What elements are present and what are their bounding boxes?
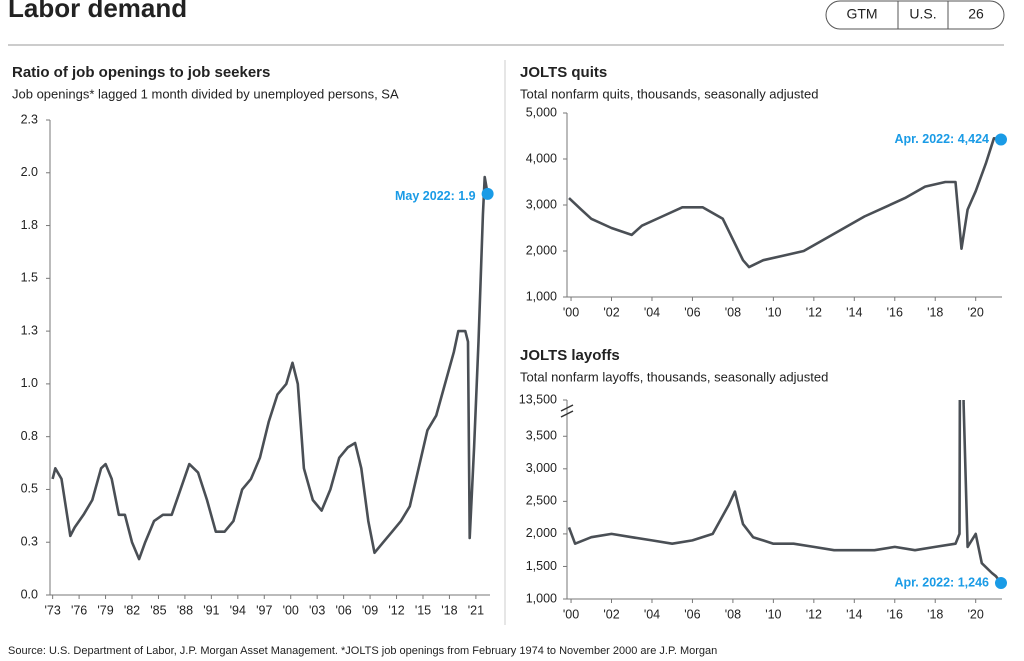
x-tick-label: '16	[887, 607, 903, 621]
badge: 26	[968, 6, 984, 22]
y-tick-label: 13,500	[519, 392, 557, 406]
chart-subtitle: Total nonfarm layoffs, thousands, season…	[520, 369, 828, 384]
data-line	[51, 175, 489, 561]
latest-point	[481, 187, 494, 200]
y-tick-label: 1,000	[526, 289, 557, 303]
x-tick-label: '10	[765, 305, 781, 319]
data-line	[568, 137, 1002, 269]
chart-title: JOLTS layoffs	[520, 347, 620, 364]
x-tick-label: '21	[468, 603, 484, 617]
badge: U.S.	[909, 6, 936, 22]
latest-point	[994, 576, 1007, 589]
x-tick-label: '18	[927, 607, 943, 621]
annotation: Apr. 2022: 1,246	[894, 575, 989, 589]
y-tick-label: 2.3	[21, 112, 38, 126]
y-tick-label: 3,000	[526, 197, 557, 211]
x-tick-label: '02	[603, 607, 619, 621]
x-tick-label: '04	[644, 305, 660, 319]
x-tick-label: '08	[725, 305, 741, 319]
x-tick-label: '14	[846, 607, 862, 621]
axis-break	[560, 410, 574, 418]
x-tick-label: '06	[684, 607, 700, 621]
x-tick-label: '06	[335, 603, 351, 617]
x-tick-label: '02	[603, 305, 619, 319]
axis-break	[560, 404, 574, 412]
x-tick-label: '12	[806, 305, 822, 319]
annotation: May 2022: 1.9	[395, 189, 476, 203]
data-line	[567, 400, 1003, 584]
x-tick-label: '03	[309, 603, 325, 617]
y-tick-label: 1.3	[21, 323, 38, 337]
y-tick-label: 0.5	[21, 482, 38, 496]
y-tick-label: 2,500	[526, 494, 557, 508]
footer-source: Source: U.S. Department of Labor, J.P. M…	[8, 645, 717, 657]
x-tick-label: '14	[846, 305, 862, 319]
x-tick-label: '09	[362, 603, 378, 617]
x-tick-label: '16	[887, 305, 903, 319]
x-tick-label: '04	[644, 607, 660, 621]
x-tick-label: '12	[388, 603, 404, 617]
x-tick-label: '08	[725, 607, 741, 621]
y-tick-label: 3,000	[526, 461, 557, 475]
chart-subtitle: Total nonfarm quits, thousands, seasonal…	[520, 86, 818, 101]
latest-point	[994, 133, 1007, 146]
chart-title: JOLTS quits	[520, 64, 607, 81]
y-tick-label: 2,000	[526, 526, 557, 540]
chart-title: Ratio of job openings to job seekers	[12, 64, 270, 81]
y-tick-label: 0.8	[21, 429, 38, 443]
x-tick-label: '18	[441, 603, 457, 617]
x-tick-label: '00	[283, 603, 299, 617]
x-tick-label: '12	[806, 607, 822, 621]
x-tick-label: '97	[256, 603, 272, 617]
x-tick-label: '20	[968, 305, 984, 319]
y-tick-label: 1,500	[526, 559, 557, 573]
y-tick-label: 0.3	[21, 535, 38, 549]
x-tick-label: '00	[563, 305, 579, 319]
y-tick-label: 2,000	[526, 243, 557, 257]
annotation: Apr. 2022: 4,424	[894, 132, 989, 146]
y-tick-label: 1,000	[526, 591, 557, 605]
y-tick-label: 4,000	[526, 151, 557, 165]
x-tick-label: '73	[44, 603, 60, 617]
x-tick-label: '15	[415, 603, 431, 617]
chart-subtitle: Job openings* lagged 1 month divided by …	[12, 86, 399, 101]
x-tick-label: '10	[765, 607, 781, 621]
badge-frame	[825, 0, 1005, 30]
y-tick-label: 3,500	[526, 429, 557, 443]
x-tick-label: '06	[684, 305, 700, 319]
x-tick-label: '76	[71, 603, 87, 617]
y-tick-label: 1.0	[21, 376, 38, 390]
page-title: Labor demand	[8, 0, 187, 23]
y-tick-label: 5,000	[526, 105, 557, 119]
badge: GTM	[846, 6, 877, 22]
x-tick-label: '85	[150, 603, 166, 617]
x-tick-label: '88	[177, 603, 193, 617]
x-tick-label: '91	[203, 603, 219, 617]
x-tick-label: '00	[563, 607, 579, 621]
x-tick-label: '20	[968, 607, 984, 621]
y-tick-label: 2.0	[21, 165, 38, 179]
y-tick-label: 0.0	[21, 587, 38, 601]
x-tick-label: '18	[927, 305, 943, 319]
y-tick-label: 1.8	[21, 218, 38, 232]
x-tick-label: '82	[124, 603, 140, 617]
x-tick-label: '94	[230, 603, 246, 617]
y-tick-label: 1.5	[21, 271, 38, 285]
x-tick-label: '79	[97, 603, 113, 617]
